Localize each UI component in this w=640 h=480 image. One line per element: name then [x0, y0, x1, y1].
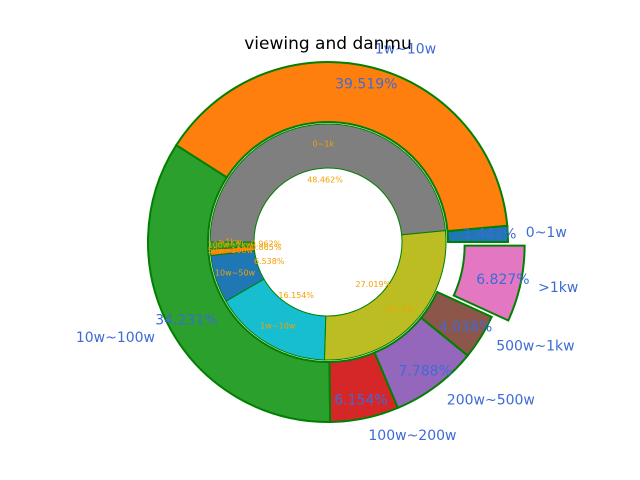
outer-category-label: 1w~10w: [375, 42, 436, 58]
outer-percent-label: 1.442%: [463, 227, 516, 243]
outer-category-label: >1kw: [538, 280, 578, 296]
inner-category-label: 1w~10w: [260, 322, 296, 331]
inner-category-label: 1k~1w: [386, 305, 415, 314]
outer-percent-label: 4.038%: [439, 320, 492, 336]
outer-percent-label: 6.154%: [334, 393, 387, 409]
inner-percent-label: 0.865%: [251, 243, 282, 252]
outer-category-label: 0~1w: [526, 225, 567, 241]
inner-wedge-1k-1w: [323, 230, 447, 361]
outer-percent-label: 39.519%: [335, 77, 397, 93]
outer-percent-label: 34.231%: [155, 313, 217, 329]
outer-wedge-500w-1kw: [419, 290, 494, 357]
inner-percent-label: 0.962%: [251, 239, 282, 248]
outer-percent-label: 6.827%: [476, 272, 529, 288]
outer-percent-label: 7.788%: [399, 364, 452, 380]
inner-category-label: 10w~50w: [215, 268, 256, 277]
inner-ring: [209, 123, 447, 361]
outer-wedge-1w-10w: [174, 61, 509, 233]
inner-category-label: 100w~1kw: [208, 241, 253, 250]
outer-category-label: 10w~100w: [76, 330, 155, 346]
outer-ring: [147, 61, 526, 424]
inner-percent-label: 48.462%: [307, 176, 343, 185]
inner-category-label: >1kw: [219, 238, 242, 247]
outer-category-label: 500w~1kw: [496, 339, 574, 355]
chart-title: viewing and danmu: [244, 34, 412, 54]
outer-wedge-10w-100w: [147, 143, 332, 423]
inner-category-label: 0~1k: [313, 140, 335, 149]
inner-wedge-100w-1kw: [209, 241, 255, 250]
inner-percent-label: 27.019%: [356, 280, 392, 289]
outer-category-label: 200w~500w: [447, 392, 535, 408]
inner-wedge-0-1k: [209, 123, 446, 243]
outer-wedge-1kw: [452, 244, 526, 322]
outer-category-label: 100w~200w: [368, 428, 456, 444]
inner-percent-label: 16.154%: [278, 291, 314, 300]
inner-category-label: 50w~100w: [208, 246, 254, 255]
inner-percent-label: 6.538%: [254, 257, 285, 266]
